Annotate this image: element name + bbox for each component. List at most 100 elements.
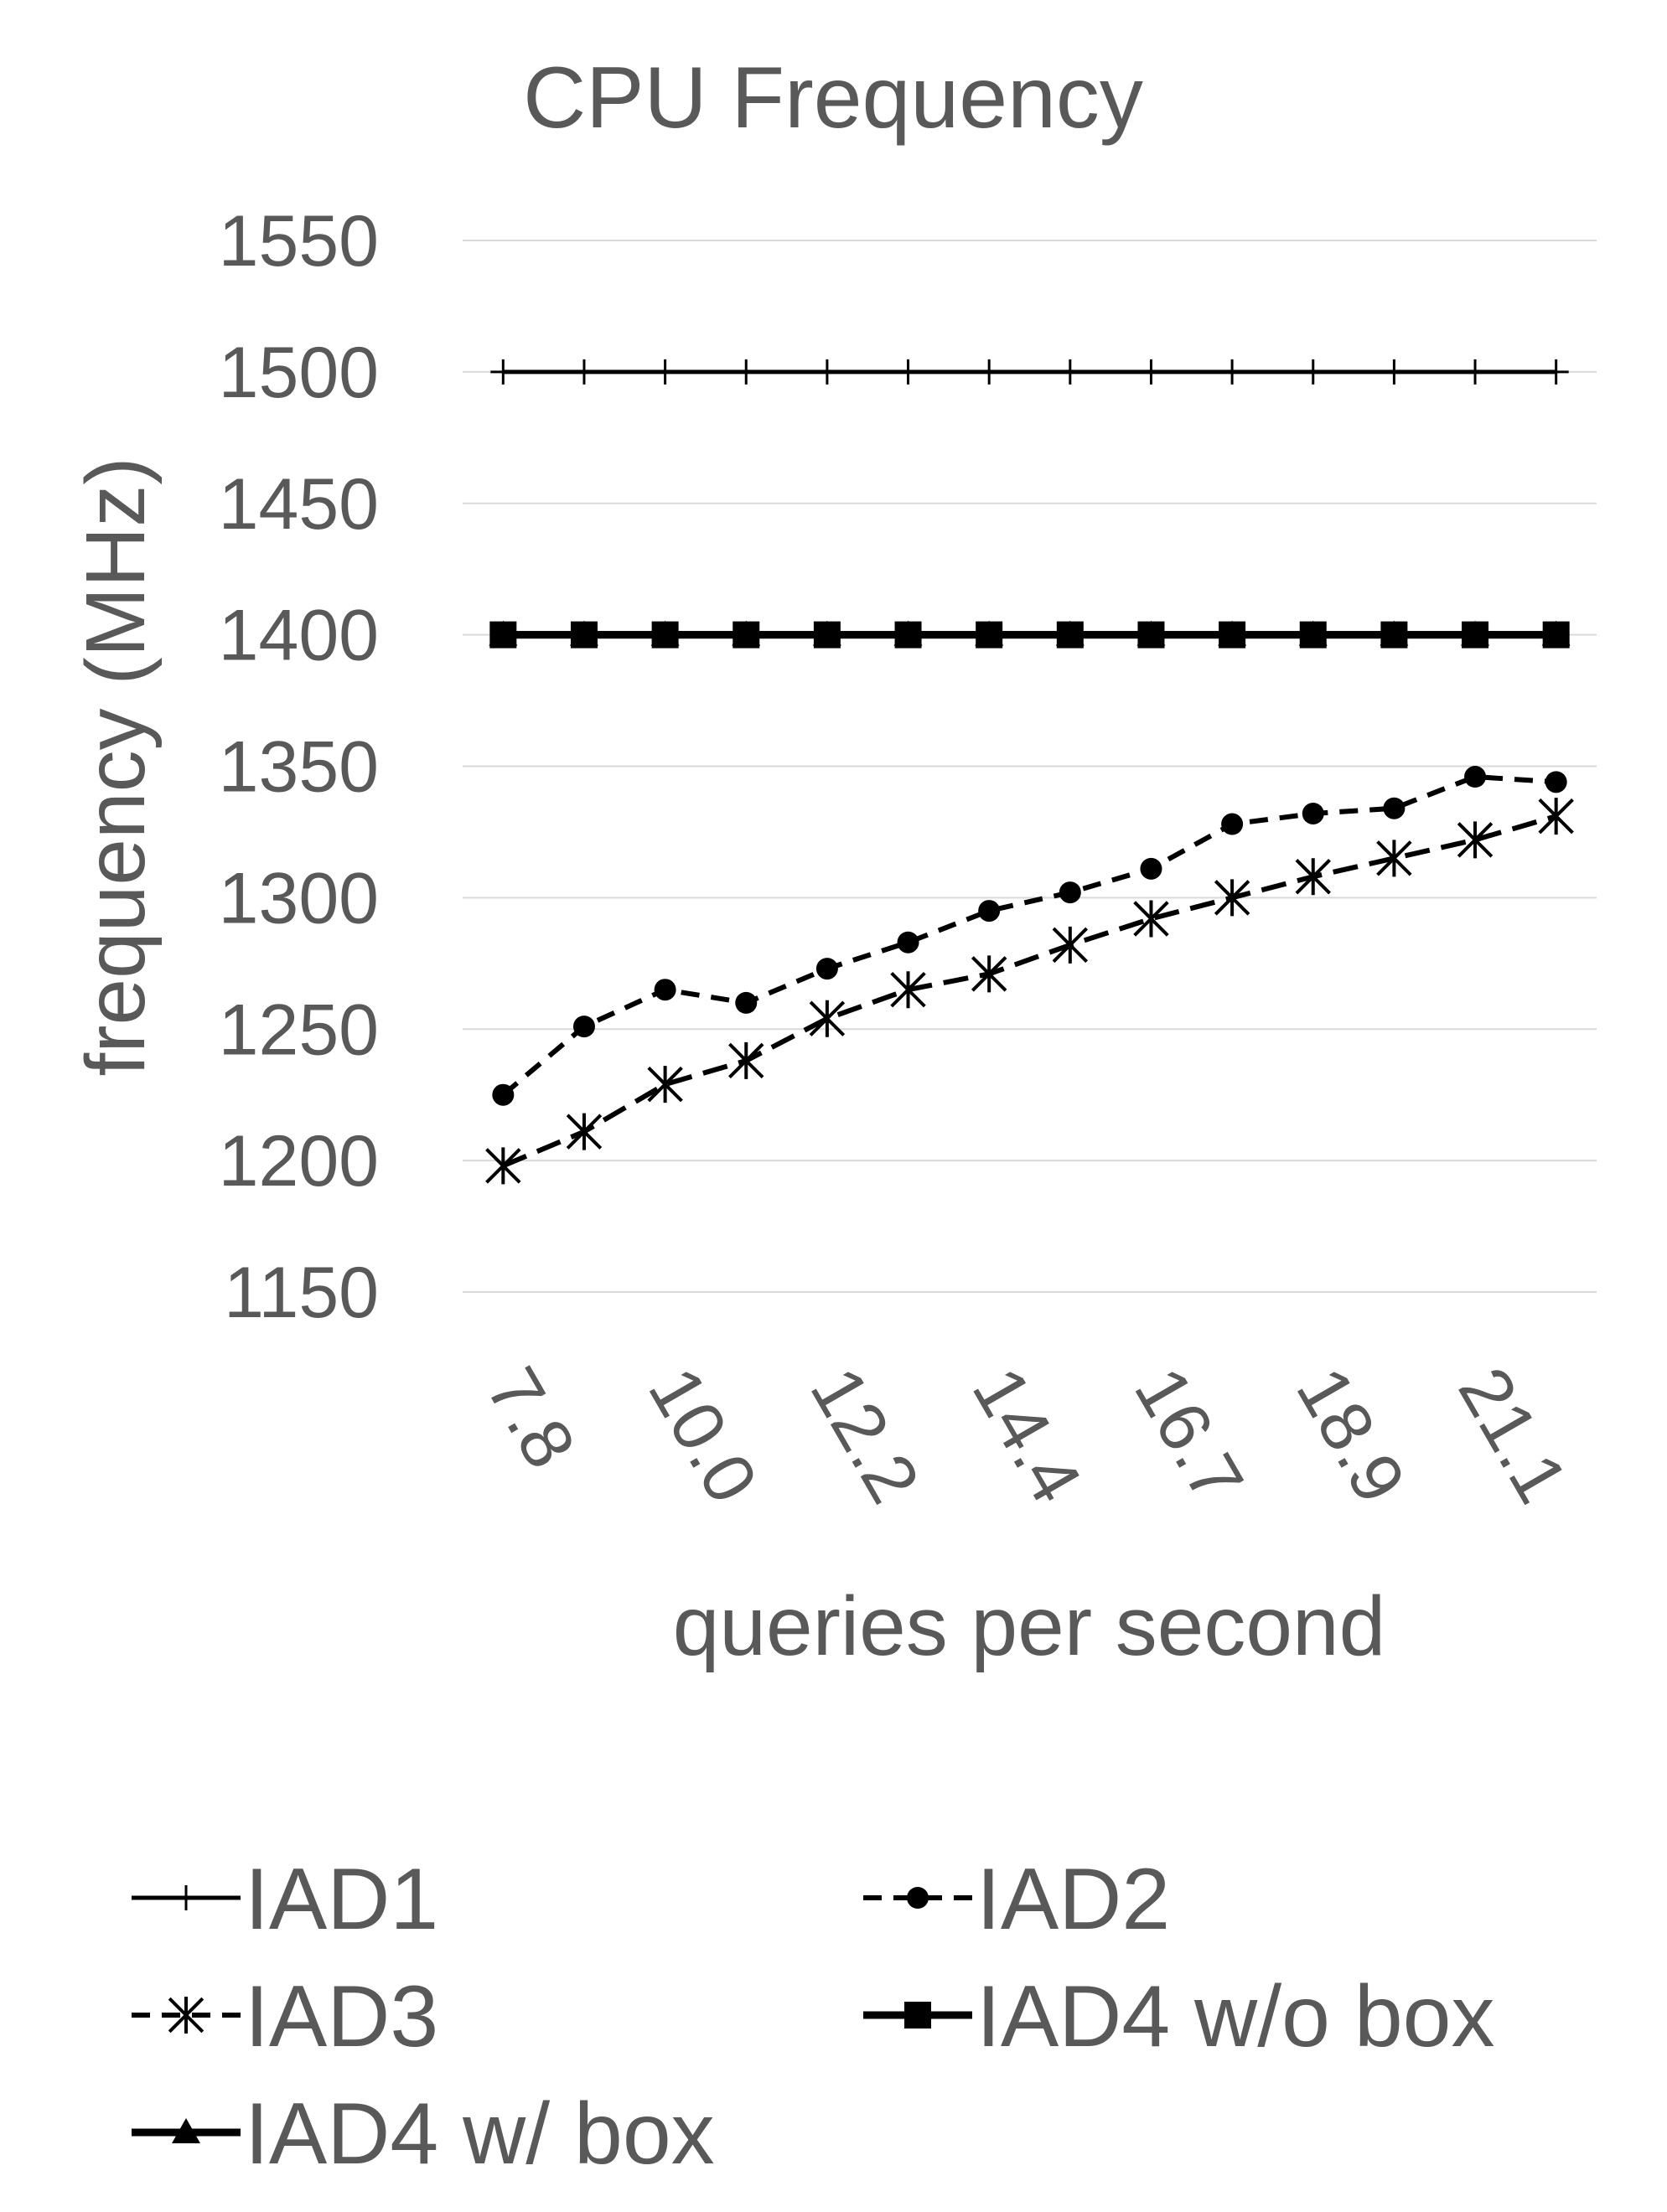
x-tick-label: 10.0: [633, 1355, 773, 1517]
y-axis-label: frequency (MHz): [69, 457, 163, 1076]
legend-item-iad2: IAD2: [863, 1851, 1170, 1948]
series-line-iad3: [502, 814, 1557, 1169]
series-iad4-w-o-box: [489, 621, 1570, 649]
data-point-iad3: [1538, 798, 1574, 835]
data-point-iad4-w-o-box: [489, 621, 517, 649]
legend-label: IAD2: [976, 1851, 1170, 1948]
data-point-iad2: [572, 1016, 595, 1038]
data-point-iad3: [1052, 926, 1089, 964]
data-point-iad3: [1376, 840, 1412, 877]
data-point-iad1: [1138, 359, 1164, 385]
legend-marker: [907, 1887, 929, 1909]
data-point-iad4-w-o-box: [570, 621, 598, 649]
data-point-iad3: [1133, 900, 1169, 938]
data-point-iad3: [728, 1041, 764, 1079]
data-point-iad1: [1057, 359, 1083, 385]
data-point-iad4-w-o-box: [1219, 621, 1246, 649]
y-tick-label: 1500: [219, 333, 379, 413]
data-point-iad3: [1214, 879, 1250, 917]
legend-marker: [172, 2118, 200, 2143]
legend-item-iad4-w-o-box: IAD4 w/o box: [863, 1968, 1495, 2065]
data-point-iad3: [1295, 858, 1331, 896]
data-point-iad2: [1059, 881, 1081, 904]
data-point-iad2: [492, 1083, 515, 1106]
legend-item-iad4-w-box: IAD4 w/ box: [132, 2085, 715, 2183]
legend-label: IAD4 w/ box: [245, 2085, 715, 2183]
y-tick-label: 1450: [219, 464, 379, 545]
y-tick-label: 1400: [219, 596, 379, 676]
data-point-iad2: [735, 991, 758, 1014]
series-iad3: [485, 798, 1574, 1185]
data-point-iad1: [1300, 359, 1326, 385]
data-point-iad2: [1140, 857, 1162, 880]
data-point-iad3: [566, 1113, 603, 1150]
data-point-iad2: [654, 979, 676, 1001]
data-point-iad4-w-o-box: [651, 621, 679, 649]
series-iad1: [490, 359, 1569, 385]
legend-marker: [173, 1885, 199, 1910]
legend-label: IAD3: [245, 1968, 438, 2065]
legend: IAD1 IAD2 IAD3 IAD4 w/o box IAD4 w/ box: [132, 1851, 1495, 2183]
data-point-iad1: [976, 359, 1002, 385]
legend-item-iad3: IAD3: [132, 1968, 438, 2065]
legend-label: IAD4 w/o box: [976, 1968, 1495, 2065]
data-point-iad4-w-o-box: [733, 621, 760, 649]
data-point-iad1: [1543, 359, 1569, 385]
data-point-iad1: [490, 359, 516, 385]
data-point-iad3: [1457, 821, 1494, 859]
data-point-iad1: [1463, 359, 1488, 385]
data-point-iad2: [815, 958, 838, 980]
data-point-iad4-w-o-box: [1299, 621, 1327, 649]
y-tick-label: 1350: [219, 727, 379, 808]
series-line-iad2: [501, 774, 1556, 1097]
x-tick-label: 7.8: [471, 1355, 591, 1482]
data-point-iad1: [814, 359, 840, 385]
data-point-iad1: [571, 359, 597, 385]
x-tick-label: 16.7: [1119, 1355, 1259, 1517]
data-point-iad4-w-o-box: [894, 621, 922, 649]
x-tick-label: 12.2: [795, 1355, 934, 1517]
legend-marker: [168, 1997, 204, 2034]
data-point-iad1: [895, 359, 921, 385]
legend-marker: [904, 2002, 931, 2029]
data-point-iad1: [1381, 359, 1407, 385]
data-point-iad3: [971, 955, 1007, 993]
series-layer: [485, 359, 1574, 1185]
x-axis-ticks: 7.8 10.0 12.2 14.4 16.7 18.9 21.1: [471, 1355, 1583, 1517]
data-point-iad1: [1219, 359, 1245, 385]
data-point-iad1: [652, 359, 678, 385]
data-point-iad4-w-o-box: [813, 621, 841, 649]
data-point-iad4-w-o-box: [1380, 621, 1408, 649]
x-tick-label: 18.9: [1281, 1355, 1421, 1517]
chart-title: CPU Frequency: [523, 49, 1143, 147]
data-point-iad3: [809, 1000, 846, 1037]
y-tick-label: 1150: [224, 1253, 379, 1333]
data-point-iad3: [890, 971, 926, 1009]
x-tick-label: 21.1: [1443, 1355, 1583, 1517]
data-point-iad2: [1464, 766, 1487, 788]
data-point-iad4-w-o-box: [1056, 621, 1084, 649]
data-point-iad4-w-o-box: [1542, 621, 1570, 649]
data-point-iad4-w-o-box: [1137, 621, 1165, 649]
series-iad2: [492, 766, 1567, 1106]
x-tick-label: 14.4: [957, 1355, 1097, 1517]
data-point-iad2: [1302, 802, 1324, 824]
data-point-iad1: [733, 359, 759, 385]
data-point-iad2: [978, 900, 1001, 923]
y-tick-label: 1550: [219, 201, 379, 282]
data-point-iad2: [1545, 771, 1567, 793]
y-tick-label: 1200: [219, 1121, 379, 1202]
data-point-iad2: [1221, 813, 1244, 835]
gridlines: [463, 240, 1597, 1293]
data-point-iad4-w-o-box: [976, 621, 1003, 649]
y-tick-label: 1300: [219, 858, 379, 938]
x-axis-label: queries per second: [673, 1579, 1386, 1673]
y-axis-ticks: 1150 1200 1250 1300 1350 1400 1450 1500 1550: [219, 201, 379, 1333]
data-point-iad2: [897, 931, 919, 954]
data-point-iad3: [647, 1066, 683, 1103]
data-point-iad2: [1383, 797, 1406, 819]
y-tick-label: 1250: [219, 990, 379, 1070]
data-point-iad3: [485, 1147, 521, 1185]
legend-label: IAD1: [245, 1851, 438, 1948]
